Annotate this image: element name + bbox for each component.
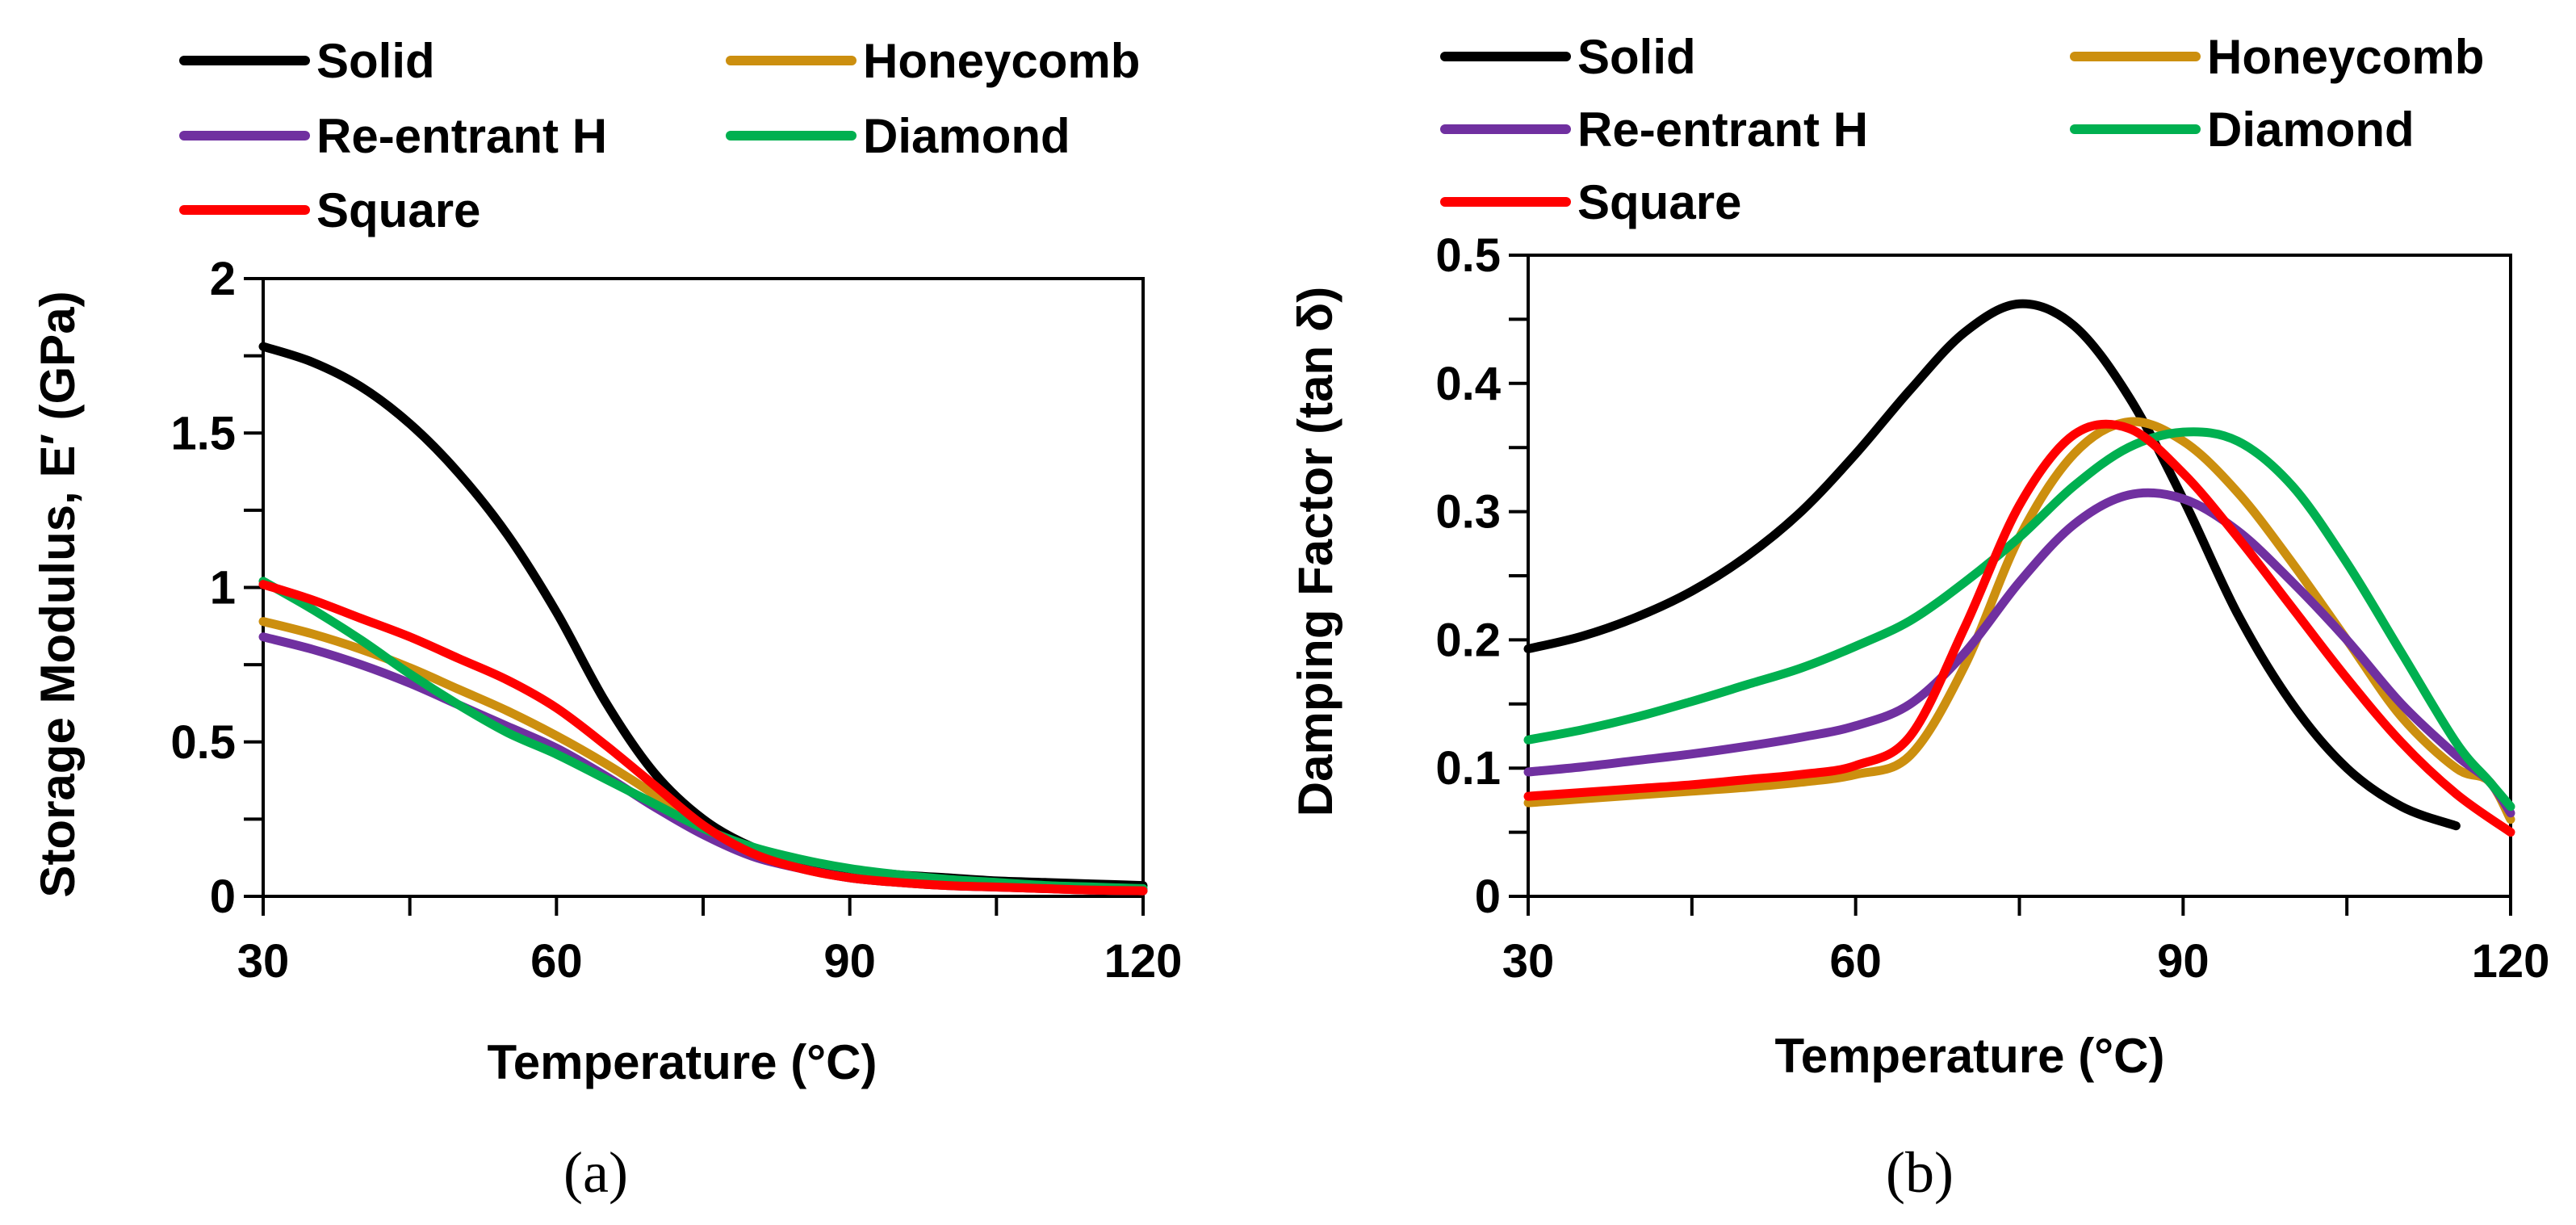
panel-a-legend-label-re-entrant-h: Re-entrant H — [316, 109, 607, 163]
panel-b-y-tick-label: 0.1 — [1435, 742, 1501, 795]
panel-b-legend-label-diamond: Diamond — [2207, 103, 2415, 157]
panel-b-legend-item-solid: Solid — [1440, 30, 1696, 84]
panel-b-legend-label-solid: Solid — [1577, 30, 1696, 84]
panel-a-x-tick-label: 60 — [530, 935, 583, 988]
panel-a-x-axis-title: Temperature (°C) — [488, 1035, 878, 1089]
panel-a-legend-label-honeycomb: Honeycomb — [863, 34, 1140, 88]
panel-a-legend-item-re-entrant-h: Re-entrant H — [179, 109, 607, 163]
panel-b-x-axis-title: Temperature (°C) — [1775, 1029, 2165, 1083]
panel-b-legend-label-honeycomb: Honeycomb — [2207, 30, 2484, 84]
panel-b-series-line-square — [1523, 419, 2515, 837]
panel-b-x-tick-label: 60 — [1829, 935, 1882, 988]
panel-b-y-tick-label: 0 — [1475, 871, 1501, 923]
panel-a-series-line-solid — [258, 342, 1148, 891]
panel-a-legend-item-honeycomb: Honeycomb — [726, 34, 1140, 88]
panel-a-series-line-square — [258, 580, 1148, 896]
panel-a-x-tick-label: 120 — [1104, 935, 1183, 988]
panel-b-legend-item-diamond: Diamond — [2070, 103, 2415, 157]
panel-a-series — [258, 342, 1148, 896]
panel-a-series-line-re-entrant-h — [258, 632, 1148, 896]
panel-b-y-axis-title: Damping Factor (tan δ) — [1288, 287, 1342, 816]
panel-a-legend-item-square: Square — [179, 183, 480, 237]
panel-b-legend-label-square: Square — [1577, 175, 1741, 229]
panel-b-series — [1523, 299, 2515, 837]
panel-a-series-line-diamond — [258, 577, 1148, 893]
panel-b-legend-item-honeycomb: Honeycomb — [2070, 30, 2484, 84]
panel-a-x-tick-label: 30 — [237, 935, 290, 988]
panel-a-legend-label-diamond: Diamond — [863, 109, 1070, 163]
panel-b-x-tick-label: 90 — [2157, 935, 2209, 988]
panel-b-legend: Solid Honeycomb Re-entrant H Diamond Square — [1440, 30, 2484, 229]
panel-a-legend-item-diamond: Diamond — [726, 109, 1070, 163]
panel-b-legend-item-re-entrant-h: Re-entrant H — [1440, 103, 1868, 157]
panel-a-y-tick-label: 1.5 — [170, 407, 236, 459]
panel-a-caption: (a) — [563, 1140, 628, 1205]
panel-b-caption: (b) — [1886, 1140, 1954, 1205]
panel-b-axes: 0 0.1 0.2 0.3 0.4 0.5 30 60 90 120 — [1435, 229, 2549, 988]
panel-b-legend-item-square: Square — [1440, 175, 1741, 229]
panel-a-x-tick-label: 90 — [823, 935, 876, 988]
panel-b-x-tick-label: 120 — [2472, 935, 2550, 988]
panel-b-series-line-re-entrant-h — [1523, 488, 2515, 818]
panel-a-y-tick-label: 0.5 — [170, 716, 236, 769]
panel-b-series-line-honeycomb — [1523, 417, 2515, 824]
panel-b-series-line-diamond — [1523, 427, 2515, 812]
panel-a-y-tick-label: 2 — [210, 253, 236, 305]
panel-a-plot-frame — [262, 277, 1145, 898]
panel-b-y-tick-label: 0.2 — [1435, 614, 1501, 666]
panel-b-legend-label-re-entrant-h: Re-entrant H — [1577, 103, 1868, 157]
panel-b-y-tick-label: 0.3 — [1435, 486, 1501, 539]
panel-a-y-axis-title: Storage Modulus, E′ (GPa) — [31, 291, 85, 897]
panel-a-legend-label-solid: Solid — [316, 34, 435, 88]
panel-a-legend-item-solid: Solid — [179, 34, 435, 88]
panel-a-y-tick-label: 0 — [210, 871, 236, 923]
panel-a-y-tick-label: 1 — [210, 562, 236, 615]
panel-b-series-line-solid — [1523, 299, 2461, 831]
panel-b-y-tick-label: 0.5 — [1435, 229, 1501, 282]
panel-a-legend: Solid Honeycomb Re-entrant H Diamond Square — [179, 34, 1140, 237]
panel-b-y-tick-label: 0.4 — [1435, 358, 1501, 410]
panel-b-x-tick-label: 30 — [1502, 935, 1555, 988]
panel-a-legend-label-square: Square — [316, 183, 480, 237]
